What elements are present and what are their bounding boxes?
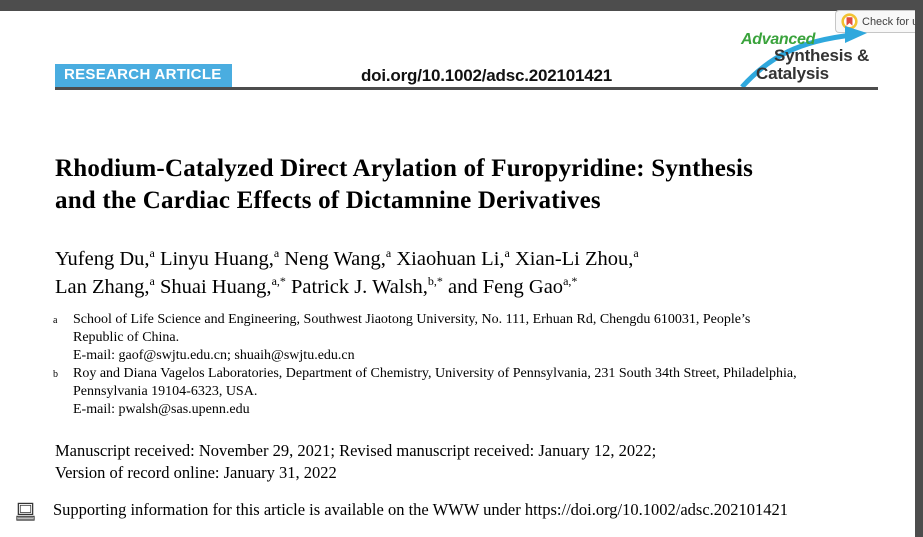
affiliation-b: b Roy and Diana Vagelos Laboratories, De…: [50, 365, 797, 419]
check-for-updates-label: Check for u: [862, 15, 915, 28]
affiliation-a-line1: School of Life Science and Engineering, …: [73, 312, 751, 327]
research-article-badge: RESEARCH ARTICLE: [55, 64, 232, 87]
affiliation-b-marker: b: [53, 369, 58, 380]
logo-arrow-icon: [740, 26, 867, 89]
affiliation-a-marker: a: [53, 315, 58, 326]
window-top-bar: [0, 0, 923, 11]
supporting-information: Supporting information for this article …: [15, 500, 788, 522]
author-line1: Yufeng Du,a Linyu Huang,a Neng Wang,a Xi…: [55, 246, 639, 270]
supporting-information-text: Supporting information for this article …: [53, 500, 789, 519]
logo-catalysis: Catalysis: [756, 64, 829, 83]
affiliation-a-line2: Republic of China.: [73, 330, 180, 345]
author-list: Yufeng Du,a Linyu Huang,a Neng Wang,a Xi…: [55, 245, 639, 301]
article-title-line2: and the Cardiac Effects of Dictamnine De…: [55, 187, 601, 214]
manuscript-history-line2: Version of record online: January 31, 20…: [55, 463, 337, 482]
header-divider: [55, 87, 878, 90]
affiliation-b-line1: Roy and Diana Vagelos Laboratories, Depa…: [73, 366, 797, 381]
logo-advanced: Advanced: [741, 31, 816, 48]
doi-link[interactable]: doi.org/10.1002/adsc.202101421: [361, 66, 613, 85]
manuscript-history: Manuscript received: November 29, 2021; …: [55, 440, 656, 484]
computer-icon: [16, 502, 35, 521]
affiliation-a: a School of Life Science and Engineering…: [50, 311, 797, 365]
right-edge-bar: [915, 0, 923, 537]
logo-synthesis: Synthesis &: [774, 46, 870, 65]
article-title-line1: Rhodium-Catalyzed Direct Arylation of Fu…: [55, 155, 754, 182]
article-title: Rhodium-Catalyzed Direct Arylation of Fu…: [55, 153, 753, 217]
author-line2: Lan Zhang,a Shuai Huang,a,* Patrick J. W…: [55, 274, 578, 298]
affiliation-b-line2: Pennsylvania 19104-6323, USA.: [73, 384, 258, 399]
affiliation-a-email: E-mail: gaof@swjtu.edu.cn; shuaih@swjtu.…: [73, 348, 355, 363]
affiliations: a School of Life Science and Engineering…: [50, 311, 797, 419]
affiliation-b-email: E-mail: pwalsh@sas.upenn.edu: [73, 402, 250, 417]
manuscript-history-line1: Manuscript received: November 29, 2021; …: [55, 441, 657, 460]
journal-logo: Advanced Synthesis & Catalysis: [736, 26, 886, 89]
